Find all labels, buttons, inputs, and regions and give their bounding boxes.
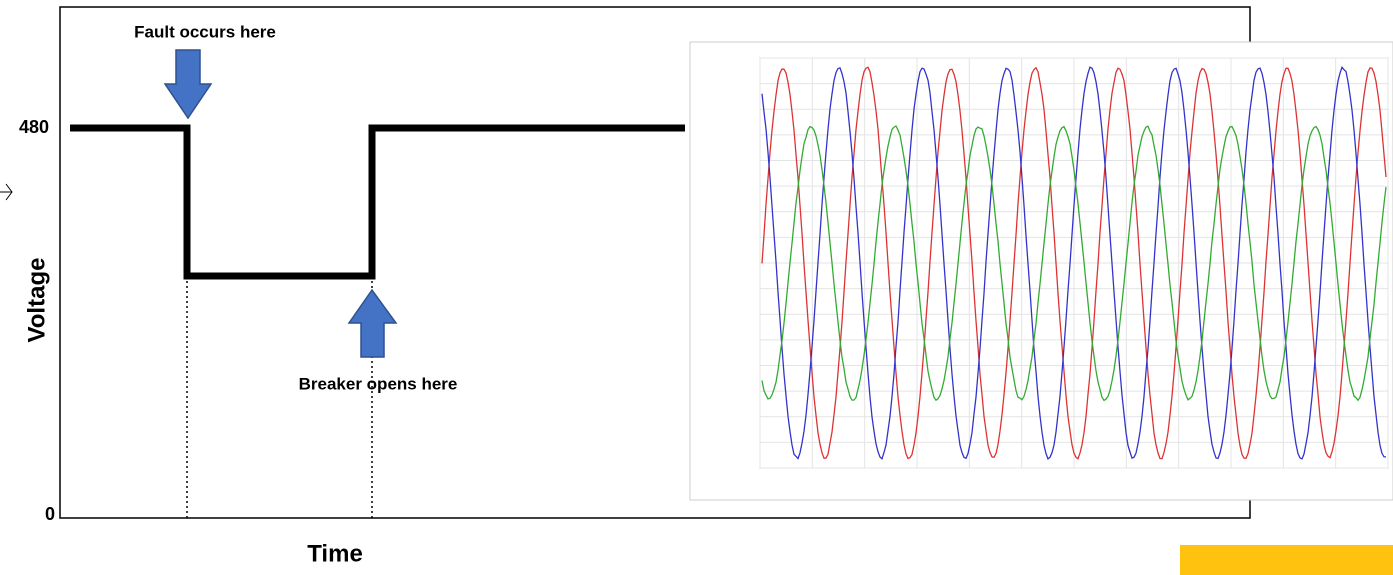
breaker-label: Breaker opens here [299,374,458,393]
y-axis-label: Voltage [23,258,50,343]
x-axis-label: Time [307,540,363,567]
slide: Fault occurs here Breaker opens here 480… [0,0,1393,575]
fault-label: Fault occurs here [134,22,276,41]
y-top-label: 480 [19,117,49,137]
y-bottom-label: 0 [45,504,55,524]
axis-arrow [0,184,12,200]
waveform-screenshot [690,42,1393,500]
logo-badge [1180,545,1393,575]
